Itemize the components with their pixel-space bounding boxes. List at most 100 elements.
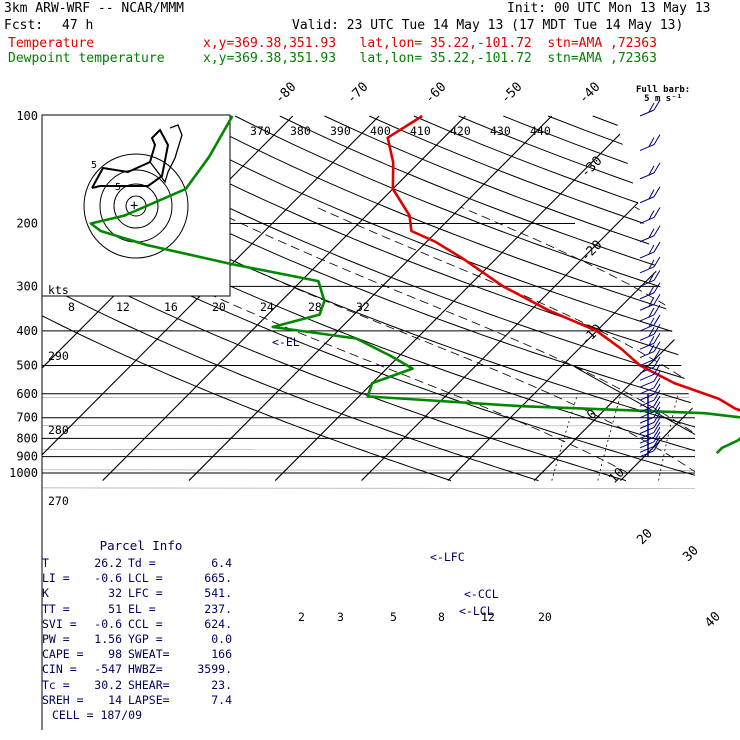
cell-motion: CELL = 187/09: [52, 708, 143, 722]
wind-barb: [639, 225, 661, 243]
parcel-cell: SVI =: [42, 616, 77, 631]
parcel-cell: 51: [108, 601, 122, 616]
hodograph-box: [41, 114, 231, 297]
wind-barb-flag: [653, 364, 661, 375]
wind-barb-flag: [653, 383, 661, 395]
wind-barb: [639, 426, 661, 444]
wind-barb-shaft: [639, 314, 655, 322]
pressure-tick-label: 1000: [9, 466, 38, 480]
wind-barb: [639, 293, 661, 311]
theta-side-label: 280: [48, 423, 69, 437]
parcel-row: T 26.2 Td = 6.4: [42, 556, 240, 571]
parcel-cell: SREH =: [42, 692, 84, 707]
pressure-tick-label: 900: [16, 450, 38, 464]
wind-barb-shaft: [639, 144, 655, 152]
wind-barb-shaft: [639, 217, 655, 224]
mixing-ratio-label: 5: [390, 610, 397, 624]
pressure-tick-label: 400: [16, 324, 38, 338]
parcel-cell: CIN =: [42, 662, 77, 677]
wind-barb-flag: [653, 256, 661, 268]
wind-barb: [639, 304, 661, 322]
wind-barb-shaft: [639, 279, 655, 287]
wind-barb-flag: [648, 244, 655, 255]
hodograph-ring-label: 5: [91, 160, 97, 171]
theta-label: 410: [410, 124, 431, 138]
wind-barb-flag: [648, 327, 655, 337]
pressure-tick-label: 700: [16, 411, 38, 425]
isotherm: [533, 318, 695, 481]
theta-label: 380: [290, 124, 311, 138]
wind-barb-shaft: [639, 324, 655, 332]
wind-barb-shaft: [639, 351, 655, 359]
wind-barb-flag: [653, 341, 661, 352]
wind-barb-flag: [648, 102, 655, 113]
wind-barb: [639, 282, 661, 300]
wind-barb-flag: [653, 186, 661, 198]
theta-label: 400: [370, 124, 391, 138]
parcel-cell: 14: [108, 692, 122, 707]
isotherm-label: -40: [576, 80, 603, 107]
parcel-cell: SHEAR=: [128, 677, 170, 692]
wind-barb: [639, 364, 661, 381]
parcel-row: LI = -0.6 LCL = 665.: [42, 571, 240, 586]
isotherm: [274, 115, 639, 481]
wind-barb-shaft: [639, 251, 655, 259]
pressure-tick-label: 600: [16, 387, 38, 401]
wind-barb: [639, 207, 661, 224]
parcel-cell: TT =: [42, 601, 70, 616]
hodo-speed-label: 20: [212, 300, 226, 314]
parcel-row: SREH = 14 LAPSE= 7.4: [42, 693, 240, 708]
parcel-row: SVI = -0.6 CCL = 624.: [42, 617, 240, 632]
full-barb-unit: 5 m s⁻¹: [644, 94, 683, 104]
moist-adiabat: [460, 206, 695, 325]
isotherm-label: -30: [578, 154, 605, 181]
dry-adiabat: [42, 283, 539, 482]
wind-barb-flag: [653, 417, 661, 428]
isotherm: [42, 115, 380, 456]
wind-barb-shaft: [639, 411, 655, 419]
wind-barb: [639, 134, 661, 152]
parcel-cell: 3599.: [197, 662, 232, 677]
parcel-cell: YGP =: [128, 631, 163, 646]
dry-adiabat: [145, 115, 695, 340]
dry-adiabat: [100, 115, 695, 361]
hodo-speed-label: 8: [68, 300, 75, 314]
parcel-cell: PW =: [42, 631, 70, 646]
parcel-cell: 624.: [204, 616, 232, 631]
isotherm-label: -50: [498, 80, 525, 107]
isotherm-label: -70: [344, 80, 371, 107]
wind-barb: [639, 186, 661, 204]
wind-barb-shaft: [639, 445, 655, 453]
lfc-marker: <-LFC: [430, 550, 465, 564]
parcel-row: CAPE = 98 SWEAT= 166: [42, 647, 240, 662]
wind-barb: [639, 324, 661, 341]
wind-barb: [639, 436, 661, 453]
wind-barb-flag: [653, 324, 661, 335]
parcel-cell: LAPSE=: [128, 692, 170, 707]
wind-barb-flag: [653, 241, 661, 253]
moist-adiabat: [122, 206, 695, 473]
wind-barb: [639, 406, 661, 424]
mixing-ratio-line: [597, 393, 622, 481]
isotherm: [102, 115, 466, 481]
wind-barb-shaft: [639, 450, 655, 458]
parcel-cell: Td =: [128, 556, 156, 570]
barb-panel-edge: [574, 366, 696, 435]
wind-barb-shaft: [639, 380, 655, 388]
theta-label: 370: [250, 124, 271, 138]
wind-barb-flag: [653, 436, 661, 447]
parcel-cell: 98: [108, 647, 122, 662]
wind-barb-flag: [653, 426, 661, 438]
hodograph-trace-upper: [149, 124, 183, 184]
wind-barb-flag: [653, 422, 661, 433]
wind-barb-flag: [653, 377, 661, 389]
wind-barb-shaft: [639, 416, 655, 424]
hodograph-ring: [113, 183, 159, 229]
wind-barb-shaft: [639, 266, 655, 274]
wind-barb-shaft: [639, 373, 655, 381]
wind-barb-flag: [653, 412, 661, 423]
parcel-row: K 32 LFC = 541.: [42, 586, 240, 601]
parcel-cell: 23.: [211, 677, 232, 692]
parcel-row: CIN = -547 HWBZ= 3599.: [42, 662, 240, 677]
